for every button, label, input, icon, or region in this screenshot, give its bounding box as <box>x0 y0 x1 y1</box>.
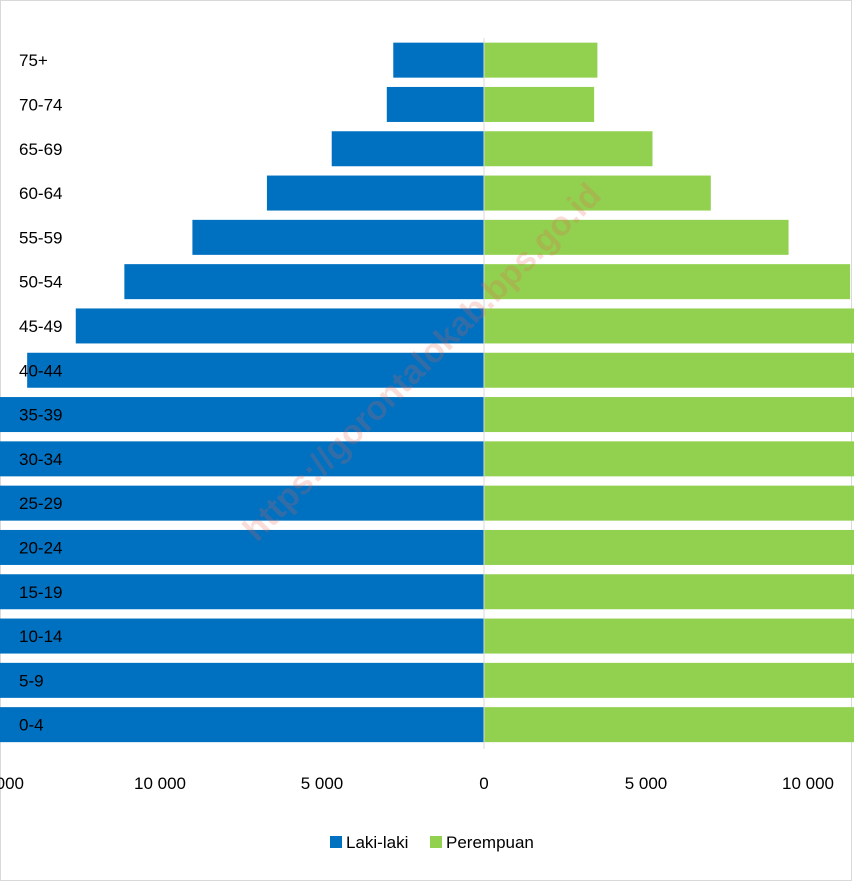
bar-perempuan-75+ <box>484 42 598 78</box>
category-label-60-64: 60-64 <box>19 184 62 203</box>
bar-perempuan-20-24 <box>484 529 854 565</box>
x-tick-label: 5 000 <box>625 774 668 793</box>
bar-perempuan-60-64 <box>484 175 711 211</box>
bar-laki-laki-40-44 <box>27 352 484 388</box>
legend-label-laki-laki: Laki-laki <box>346 833 408 852</box>
bar-laki-laki-50-54 <box>124 264 485 300</box>
category-label-55-59: 55-59 <box>19 228 62 247</box>
bar-laki-laki-15-19 <box>0 574 484 610</box>
category-label-45-49: 45-49 <box>19 317 62 336</box>
legend-swatch-laki-laki <box>330 836 342 848</box>
category-axis-labels: 0-4 5-9 10-14 15-19 20-24 25-29 30-34 35-39 40-4… <box>19 51 62 735</box>
category-label-75+: 75+ <box>19 51 48 70</box>
category-label-40-44: 40-44 <box>19 361 62 380</box>
x-tick-label: 10 000 <box>134 774 186 793</box>
bar-perempuan-30-34 <box>484 441 854 477</box>
bar-laki-laki-0-4 <box>0 707 485 743</box>
bar-perempuan-65-69 <box>484 131 653 167</box>
bar-laki-laki-10-14 <box>0 618 485 654</box>
category-label-70-74: 70-74 <box>19 95 62 114</box>
category-label-35-39: 35-39 <box>19 406 62 425</box>
category-label-25-29: 25-29 <box>19 494 62 513</box>
x-tick-label: 5 000 <box>301 774 344 793</box>
bar-laki-laki-55-59 <box>192 219 484 255</box>
legend-swatch-perempuan <box>430 836 442 848</box>
category-label-65-69: 65-69 <box>19 140 62 159</box>
bar-perempuan-70-74 <box>484 86 595 122</box>
bar-perempuan-45-49 <box>484 308 854 344</box>
bar-perempuan-50-54 <box>484 264 851 300</box>
bar-perempuan-5-9 <box>484 662 854 698</box>
category-label-15-19: 15-19 <box>19 583 62 602</box>
bar-perempuan-10-14 <box>484 618 854 654</box>
category-label-5-9: 5-9 <box>19 671 44 690</box>
category-label-30-34: 30-34 <box>19 450 62 469</box>
bar-perempuan-40-44 <box>484 352 854 388</box>
x-tick-label: 0 <box>479 774 488 793</box>
bar-laki-laki-65-69 <box>331 131 484 167</box>
bar-laki-laki-5-9 <box>0 662 485 698</box>
category-label-50-54: 50-54 <box>19 273 62 292</box>
legend-label-perempuan: Perempuan <box>446 833 534 852</box>
bar-laki-laki-35-39 <box>0 397 484 433</box>
x-tick-label: 15 000 <box>0 774 24 793</box>
bar-perempuan-25-29 <box>484 485 854 521</box>
bar-perempuan-55-59 <box>484 219 789 255</box>
category-label-10-14: 10-14 <box>19 627 62 646</box>
bar-laki-laki-45-49 <box>75 308 484 344</box>
bar-perempuan-35-39 <box>484 397 854 433</box>
x-tick-label: 10 000 <box>782 774 834 793</box>
bar-laki-laki-25-29 <box>0 485 484 521</box>
bar-laki-laki-20-24 <box>0 529 485 565</box>
bar-laki-laki-70-74 <box>386 86 484 122</box>
bar-perempuan-0-4 <box>484 707 854 743</box>
bar-laki-laki-60-64 <box>266 175 484 211</box>
bars-group <box>0 42 854 743</box>
bar-laki-laki-75+ <box>393 42 484 78</box>
legend: Laki-laki Perempuan <box>330 833 534 852</box>
bar-laki-laki-30-34 <box>0 441 485 477</box>
category-label-0-4: 0-4 <box>19 716 44 735</box>
bar-perempuan-15-19 <box>484 574 854 610</box>
category-label-20-24: 20-24 <box>19 538 62 557</box>
